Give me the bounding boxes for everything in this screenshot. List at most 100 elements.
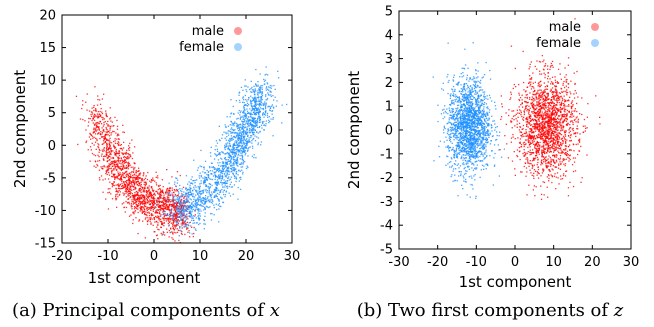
scatter-point bbox=[239, 101, 241, 104]
scatter-point bbox=[515, 113, 517, 115]
scatter-point bbox=[183, 205, 185, 207]
scatter-point bbox=[150, 194, 152, 196]
scatter-point bbox=[156, 220, 158, 223]
scatter-point bbox=[210, 219, 213, 221]
scatter-point bbox=[187, 218, 189, 220]
scatter-point bbox=[105, 148, 108, 150]
scatter-point bbox=[567, 135, 570, 137]
scatter-point bbox=[165, 192, 167, 194]
scatter-point bbox=[247, 135, 249, 137]
scatter-point bbox=[234, 159, 236, 161]
scatter-point bbox=[136, 177, 138, 179]
scatter-point bbox=[544, 144, 547, 146]
scatter-point bbox=[254, 103, 257, 106]
scatter-point bbox=[252, 133, 254, 135]
scatter-point bbox=[189, 221, 191, 224]
scatter-point bbox=[107, 192, 109, 194]
scatter-point bbox=[119, 191, 121, 193]
scatter-point bbox=[192, 195, 194, 197]
scatter-point bbox=[200, 182, 202, 184]
scatter-point bbox=[118, 174, 121, 177]
scatter-point bbox=[541, 115, 543, 117]
scatter-point bbox=[119, 178, 121, 180]
scatter-point bbox=[257, 85, 259, 87]
scatter-point bbox=[556, 129, 558, 131]
scatter-point bbox=[176, 223, 178, 225]
scatter-point bbox=[218, 167, 221, 170]
scatter-point bbox=[175, 207, 178, 209]
scatter-point bbox=[96, 126, 98, 128]
scatter-point bbox=[127, 198, 129, 200]
scatter-point bbox=[534, 105, 536, 107]
scatter-point bbox=[133, 181, 135, 184]
scatter-point bbox=[121, 159, 123, 161]
scatter-point bbox=[259, 116, 261, 118]
scatter-point bbox=[530, 138, 532, 140]
scatter-point bbox=[511, 110, 513, 112]
scatter-point bbox=[261, 87, 263, 89]
scatter-point bbox=[136, 176, 138, 178]
scatter-point bbox=[243, 143, 245, 145]
scatter-point bbox=[179, 207, 181, 210]
scatter-point bbox=[106, 139, 108, 141]
scatter-point bbox=[184, 195, 186, 198]
scatter-point bbox=[173, 219, 175, 221]
scatter-point bbox=[541, 91, 543, 93]
scatter-point bbox=[227, 177, 229, 179]
scatter-point bbox=[226, 159, 228, 161]
scatter-point bbox=[245, 99, 247, 101]
scatter-point bbox=[239, 114, 241, 116]
scatter-point bbox=[229, 155, 231, 158]
scatter-point bbox=[191, 182, 193, 184]
scatter-point bbox=[550, 163, 552, 166]
scatter-point bbox=[137, 206, 139, 208]
scatter-point bbox=[167, 197, 169, 199]
scatter-point bbox=[541, 129, 543, 132]
scatter-point bbox=[184, 209, 186, 211]
scatter-point bbox=[180, 211, 183, 213]
scatter-point bbox=[183, 216, 186, 219]
scatter-point bbox=[158, 206, 160, 208]
scatter-point bbox=[533, 135, 536, 138]
scatter-point bbox=[562, 120, 564, 122]
scatter-point bbox=[525, 158, 527, 160]
scatter-point bbox=[174, 214, 176, 216]
scatter-point bbox=[533, 164, 535, 166]
scatter-point bbox=[541, 101, 543, 104]
scatter-point bbox=[198, 175, 200, 177]
scatter-point bbox=[98, 113, 100, 116]
scatter-point bbox=[512, 87, 514, 90]
scatter-point bbox=[254, 140, 257, 142]
scatter-point bbox=[226, 180, 229, 182]
scatter-point bbox=[115, 161, 117, 163]
scatter-point bbox=[563, 104, 566, 106]
scatter-point bbox=[527, 122, 529, 124]
scatter-point bbox=[159, 194, 161, 196]
scatter-point bbox=[536, 98, 538, 100]
scatter-point bbox=[239, 158, 241, 160]
scatter-point bbox=[550, 132, 552, 135]
scatter-point bbox=[238, 138, 240, 140]
scatter-point bbox=[143, 208, 145, 210]
scatter-point bbox=[106, 143, 108, 145]
scatter-point bbox=[257, 142, 259, 144]
scatter-point bbox=[173, 221, 175, 223]
scatter-point bbox=[557, 123, 559, 125]
scatter-point bbox=[200, 210, 202, 212]
scatter-point bbox=[237, 130, 240, 132]
scatter-point bbox=[102, 143, 104, 145]
scatter-point bbox=[233, 135, 235, 138]
scatter-point bbox=[228, 176, 230, 178]
scatter-point bbox=[119, 183, 122, 185]
scatter-point bbox=[86, 109, 88, 111]
scatter-point bbox=[114, 177, 116, 179]
scatter-point bbox=[515, 86, 517, 88]
scatter-point bbox=[194, 228, 197, 230]
scatter-point bbox=[259, 110, 261, 113]
scatter-point bbox=[102, 140, 105, 142]
scatter-point bbox=[271, 110, 273, 112]
scatter-point bbox=[264, 108, 267, 110]
scatter-point bbox=[118, 178, 121, 181]
scatter-point bbox=[505, 123, 507, 125]
scatter-point bbox=[101, 116, 103, 118]
